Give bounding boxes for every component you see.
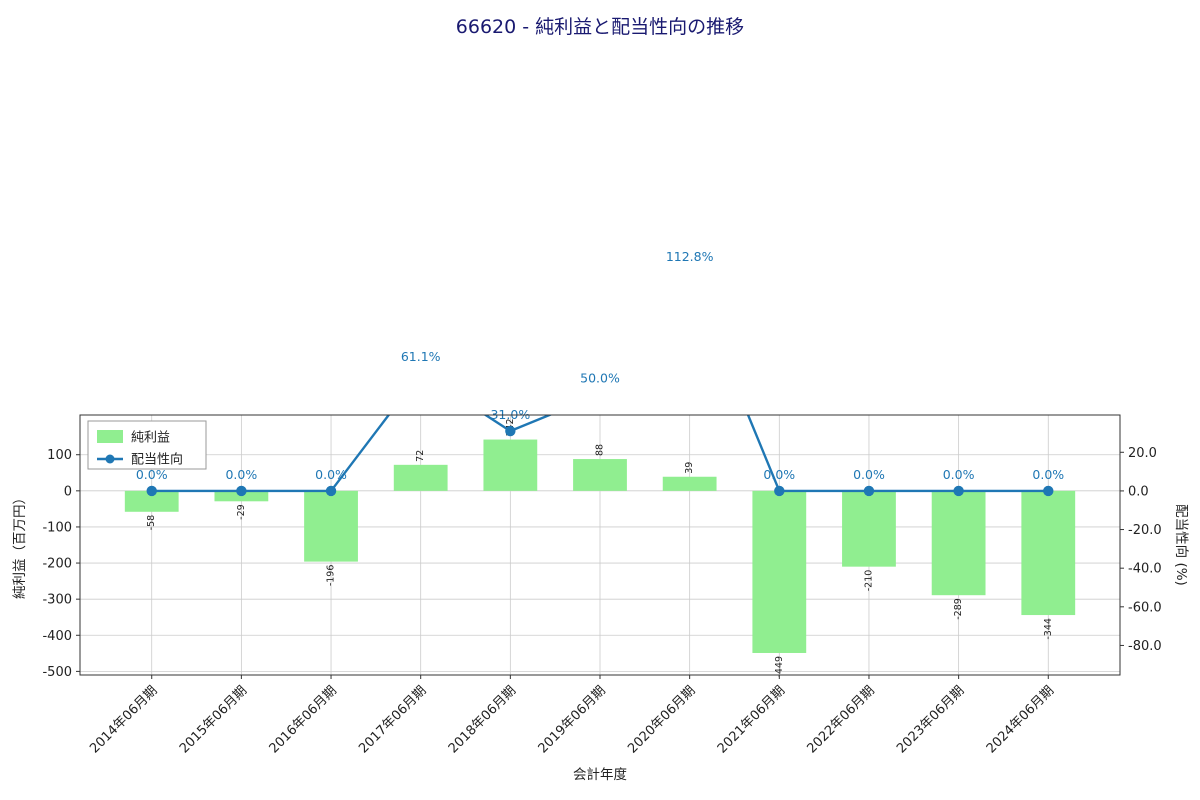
left-axis-tick-label: -300 xyxy=(42,593,72,608)
payout-ratio-annotation: 0.0% xyxy=(1032,467,1064,482)
payout-ratio-annotation: 0.0% xyxy=(136,467,168,482)
x-axis-tick-label: 2017年06月期 xyxy=(356,683,429,756)
x-axis-tick-label: 2014年06月期 xyxy=(87,683,160,756)
x-axis-tick-label: 2018年06月期 xyxy=(446,683,519,756)
right-axis-label: 配当性向 (%) xyxy=(1173,504,1189,586)
x-axis-tick-label: 2024年06月期 xyxy=(984,683,1057,756)
bar xyxy=(393,464,448,491)
bar xyxy=(752,490,807,653)
x-axis-tick-label: 2023年06月期 xyxy=(894,683,967,756)
bar xyxy=(124,490,179,512)
right-axis-tick-label: -80.0 xyxy=(1128,639,1162,654)
bar xyxy=(662,476,717,491)
right-axis-tick-label: -20.0 xyxy=(1128,523,1162,538)
payout-ratio-annotation: 0.0% xyxy=(763,467,795,482)
x-axis-tick-label: 2022年06月期 xyxy=(805,683,878,756)
right-axis-tick-label: 20.0 xyxy=(1128,446,1157,461)
legend: 純利益 配当性向 xyxy=(87,420,207,470)
line-marker-icon xyxy=(146,485,157,497)
x-axis-tick-label: 2015年06月期 xyxy=(177,683,250,756)
left-axis-label: 純利益（百万円） xyxy=(12,491,28,599)
bar-value-label: -29 xyxy=(236,504,247,520)
line-layer xyxy=(146,268,1054,497)
payout-ratio-annotation: 0.0% xyxy=(225,467,257,482)
bars-layer: -58-29-196721428839-449-210-289-344 xyxy=(124,418,1076,678)
left-axis-tick-label: -100 xyxy=(42,520,72,535)
payout-ratio-annotation: 61.1% xyxy=(401,349,441,364)
bar xyxy=(842,490,896,567)
left-axis-tick-label: 0 xyxy=(64,484,72,499)
x-axis-tick-label: 2016年06月期 xyxy=(267,683,340,756)
line-marker-icon xyxy=(415,368,425,378)
payout-ratio-annotation: 0.0% xyxy=(315,467,347,482)
left-axis-tick-label: -200 xyxy=(42,557,72,572)
line-marker-icon xyxy=(325,485,337,497)
bar-value-label: -196 xyxy=(326,565,337,587)
bar-value-label: -289 xyxy=(953,598,964,620)
payout-ratio-line xyxy=(151,415,1049,493)
line-marker-icon xyxy=(774,485,785,497)
line-marker-icon xyxy=(863,485,875,497)
left-axis-tick-label: -500 xyxy=(42,665,72,680)
legend-bar-label: 純利益 xyxy=(131,431,170,446)
payout-ratio-annotation: 0.0% xyxy=(853,467,885,482)
legend-line-label: 配当性向 xyxy=(131,452,183,468)
legend-bar-swatch xyxy=(97,430,123,443)
payout-ratio-annotation: 112.8% xyxy=(666,249,714,264)
left-axis-tick-label: -400 xyxy=(42,629,72,644)
bar-value-label: 88 xyxy=(595,444,606,456)
bar-value-label: -210 xyxy=(863,570,874,592)
bar xyxy=(573,459,627,491)
x-axis-tick-label: 2020年06月期 xyxy=(625,683,698,756)
right-axis-tick-label: -60.0 xyxy=(1128,600,1162,615)
right-axis-tick-label: 0.0 xyxy=(1128,484,1149,499)
payout-ratio-annotation: 50.0% xyxy=(580,370,620,385)
line-marker-icon xyxy=(236,485,247,497)
bar-value-label: 72 xyxy=(415,450,426,462)
x-axis-label: 会計年度 xyxy=(573,767,627,783)
bar-value-label: -449 xyxy=(774,656,785,678)
line-marker-icon xyxy=(595,389,605,399)
bar-value-label: 39 xyxy=(684,462,695,474)
line-marker-icon xyxy=(505,425,516,437)
line-marker-icon xyxy=(684,268,694,278)
right-axis-tick-label: -40.0 xyxy=(1128,562,1162,577)
bar-value-label: -344 xyxy=(1043,618,1054,640)
chart-title: 66620 - 純利益と配当性向の推移 xyxy=(456,16,744,38)
x-axis-tick-label: 2021年06月期 xyxy=(715,683,788,756)
bar xyxy=(931,490,986,596)
bar xyxy=(1021,490,1076,616)
left-axis-tick-label: 100 xyxy=(47,448,72,463)
bar xyxy=(304,490,358,562)
line-marker-icon xyxy=(1043,485,1054,497)
x-axis-tick-label: 2019年06月期 xyxy=(536,683,609,756)
bar-value-label: -58 xyxy=(146,515,157,531)
payout-ratio-annotation: 0.0% xyxy=(943,467,975,482)
legend-line-marker-icon xyxy=(105,454,115,464)
bar xyxy=(483,439,538,491)
line-marker-icon xyxy=(953,485,964,497)
